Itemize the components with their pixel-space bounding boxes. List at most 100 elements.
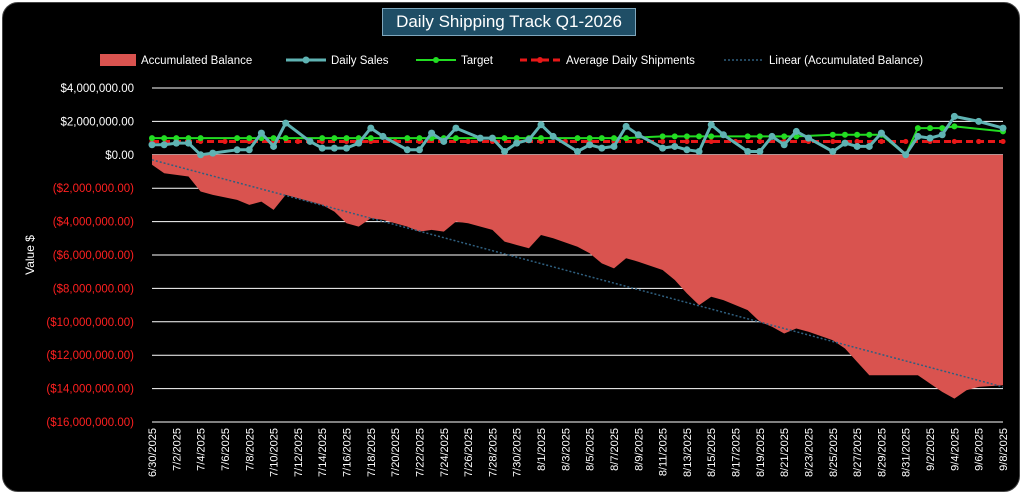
x-tick-label: 7/6/2025 xyxy=(220,428,232,471)
daily-sales-marker xyxy=(282,119,290,127)
x-tick-label: 8/9/2025 xyxy=(633,428,645,471)
target-marker xyxy=(708,133,715,140)
daily-sales-marker xyxy=(877,129,885,137)
x-tick-label: 7/16/2025 xyxy=(342,428,354,477)
target-marker xyxy=(927,125,934,132)
x-tick-label: 9/4/2025 xyxy=(949,428,961,471)
average-marker xyxy=(660,138,666,145)
daily-sales-marker xyxy=(780,141,788,149)
y-tick-label: $2,000,000.00 xyxy=(60,116,134,128)
daily-sales-marker xyxy=(160,141,168,149)
x-tick-label: 8/3/2025 xyxy=(560,428,572,471)
daily-sales-marker xyxy=(330,144,338,152)
daily-sales-marker xyxy=(197,151,205,159)
legend-label-target: Target xyxy=(461,55,494,67)
average-marker xyxy=(222,138,228,145)
daily-sales-marker xyxy=(148,141,156,149)
y-tick-label: $0.00 xyxy=(105,150,134,162)
target-marker xyxy=(841,131,848,138)
daily-sales-marker xyxy=(245,146,253,154)
daily-sales-marker xyxy=(768,132,776,140)
target-marker xyxy=(161,135,168,142)
daily-sales-marker xyxy=(513,139,521,147)
daily-sales-marker xyxy=(318,144,326,152)
y-tick-label: ($14,000,000.00) xyxy=(46,384,134,396)
x-tick-label: 7/20/2025 xyxy=(390,428,402,477)
target-marker xyxy=(574,135,581,142)
daily-sales-marker xyxy=(598,144,606,152)
x-tick-label: 7/18/2025 xyxy=(366,428,378,477)
daily-sales-marker xyxy=(719,131,727,139)
target-marker xyxy=(319,135,326,142)
legend-label-average: Average Daily Shipments xyxy=(566,55,695,67)
target-marker xyxy=(197,135,204,142)
average-marker xyxy=(903,138,909,145)
daily-sales-marker xyxy=(950,112,958,120)
target-marker xyxy=(246,135,253,142)
x-tick-label: 8/7/2025 xyxy=(609,428,621,471)
daily-sales-marker xyxy=(428,129,436,137)
target-marker xyxy=(829,131,836,138)
x-tick-label: 8/13/2025 xyxy=(682,428,694,477)
target-marker xyxy=(623,135,630,142)
legend-item-balance: Accumulated Balance xyxy=(100,54,252,67)
x-tick-label: 8/1/2025 xyxy=(536,428,548,471)
daily-sales-line xyxy=(148,112,1007,159)
daily-sales-marker xyxy=(926,134,934,142)
average-marker xyxy=(830,138,836,145)
target-marker xyxy=(744,133,751,140)
average-marker xyxy=(878,138,885,145)
daily-sales-marker xyxy=(792,127,800,135)
daily-sales-marker xyxy=(367,124,375,132)
legend-marker-average xyxy=(537,57,543,63)
target-marker xyxy=(914,125,921,132)
daily-sales-marker xyxy=(975,117,983,125)
accumulated-balance-area xyxy=(152,154,1003,399)
trendline-path xyxy=(151,159,1004,388)
target-marker xyxy=(598,135,605,142)
x-tick-label: 7/22/2025 xyxy=(414,428,426,477)
target-marker xyxy=(404,135,411,142)
y-tick-label: ($10,000,000.00) xyxy=(46,317,134,329)
daily-sales-marker xyxy=(440,137,448,145)
x-axis-ticks: 6/30/2025 7/2/2025 7/4/2025 7/6/2025 7/8/202… xyxy=(147,428,1010,477)
legend-marker-target xyxy=(433,57,439,63)
target-marker xyxy=(234,135,241,142)
daily-sales-marker xyxy=(634,131,642,139)
daily-sales-marker xyxy=(804,134,812,142)
daily-sales-marker xyxy=(403,146,411,154)
daily-sales-marker xyxy=(476,134,484,142)
target-marker xyxy=(331,135,338,142)
y-tick-label: $4,000,000.00 xyxy=(60,83,134,95)
daily-sales-marker xyxy=(695,147,703,155)
daily-sales-marker xyxy=(756,147,764,155)
x-tick-label: 7/28/2025 xyxy=(487,428,499,477)
x-tick-label: 7/2/2025 xyxy=(171,428,183,471)
x-tick-label: 7/26/2025 xyxy=(463,428,475,477)
average-marker xyxy=(951,138,957,145)
y-axis-ticks: $4,000,000.00 $2,000,000.00 $0.00 ($2,000,0… xyxy=(46,83,134,429)
daily-sales-marker xyxy=(184,139,192,147)
x-tick-label: 7/14/2025 xyxy=(317,428,329,477)
legend: Accumulated Balance Daily Sales Target A… xyxy=(100,54,923,67)
legend-item-linear: Linear (Accumulated Balance) xyxy=(724,55,923,67)
legend-label-balance: Accumulated Balance xyxy=(141,55,252,67)
target-marker xyxy=(756,133,763,140)
legend-item-sales: Daily Sales xyxy=(286,55,389,67)
daily-sales-marker xyxy=(501,147,509,155)
daily-sales-marker xyxy=(938,131,946,139)
daily-sales-marker xyxy=(172,139,180,147)
daily-sales-marker xyxy=(707,121,715,129)
daily-sales-marker xyxy=(306,137,314,145)
target-marker xyxy=(586,135,593,142)
daily-sales-marker xyxy=(379,132,387,140)
y-tick-label: ($6,000,000.00) xyxy=(53,250,134,262)
daily-sales-marker xyxy=(586,141,594,149)
average-marker xyxy=(757,138,763,145)
legend-item-target: Target xyxy=(416,55,494,67)
x-tick-label: 8/31/2025 xyxy=(901,428,913,477)
average-marker xyxy=(684,138,690,145)
legend-label-sales: Daily Sales xyxy=(331,55,389,67)
average-marker xyxy=(635,138,641,145)
daily-sales-marker xyxy=(452,124,460,132)
